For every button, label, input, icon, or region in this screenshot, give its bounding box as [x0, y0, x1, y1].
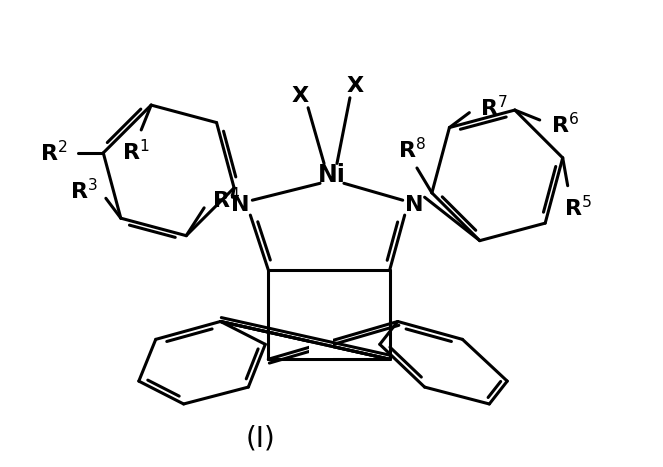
Text: X: X — [292, 86, 309, 106]
Text: R$^5$: R$^5$ — [564, 195, 591, 220]
Text: R$^4$: R$^4$ — [212, 187, 240, 212]
Bar — [309, 330, 333, 358]
Text: Ni: Ni — [318, 163, 346, 187]
Text: (I): (I) — [245, 425, 275, 453]
Text: R$^2$: R$^2$ — [40, 140, 67, 165]
Text: X: X — [346, 76, 363, 96]
Text: N: N — [231, 195, 250, 215]
Text: R$^8$: R$^8$ — [398, 137, 426, 163]
Bar — [309, 336, 333, 352]
Text: R$^6$: R$^6$ — [550, 113, 579, 138]
Text: R$^1$: R$^1$ — [123, 139, 150, 164]
Text: R$^7$: R$^7$ — [480, 95, 508, 120]
Text: R$^3$: R$^3$ — [70, 178, 98, 203]
Text: N: N — [405, 195, 424, 215]
